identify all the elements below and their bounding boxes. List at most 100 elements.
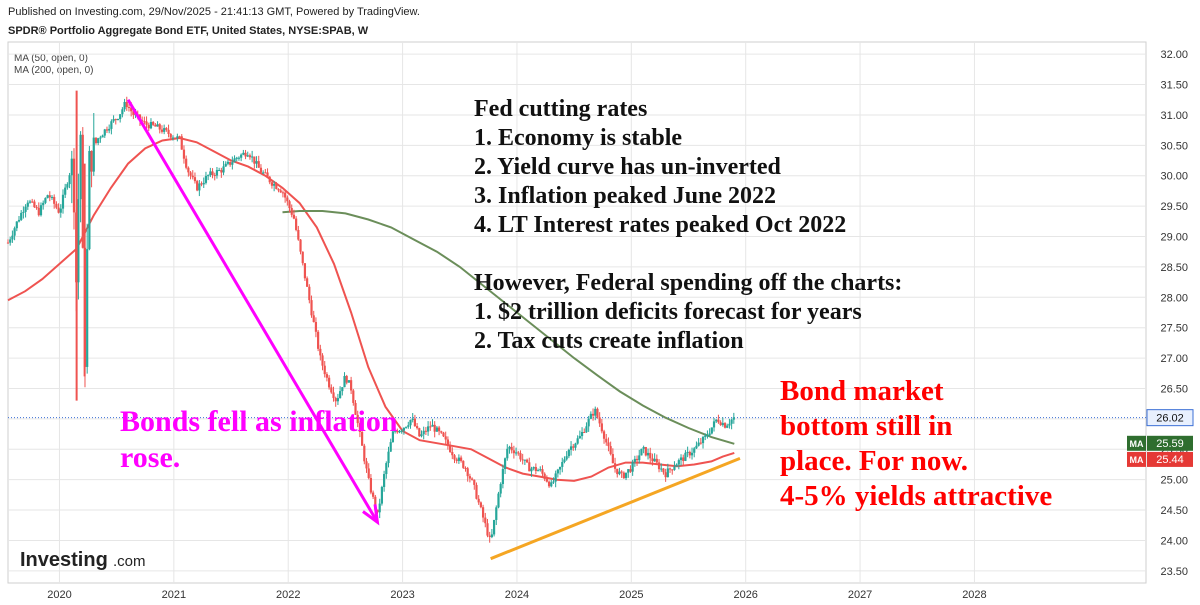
x-tick-label: 2022 bbox=[276, 589, 300, 601]
candle-body bbox=[543, 473, 546, 479]
candle-body bbox=[255, 161, 258, 164]
fed-note-line: Fed cutting rates bbox=[474, 96, 647, 122]
candle-body bbox=[402, 427, 406, 431]
candle-body bbox=[481, 507, 485, 518]
candle-body bbox=[470, 478, 474, 480]
candle-body bbox=[171, 137, 175, 139]
candle-body bbox=[486, 523, 489, 536]
candle-body bbox=[369, 478, 373, 493]
candle-body bbox=[108, 128, 111, 131]
candle-body bbox=[286, 197, 289, 202]
candle-body bbox=[209, 171, 212, 176]
candle-body bbox=[169, 134, 172, 138]
candle-body bbox=[594, 408, 597, 416]
candle-body bbox=[613, 463, 617, 469]
plot-frame bbox=[7, 41, 1147, 584]
candle-body bbox=[347, 380, 351, 383]
candle-body bbox=[376, 509, 379, 513]
candle-body bbox=[475, 484, 478, 499]
candle-body bbox=[704, 435, 707, 437]
price-tags: 26.02 MA 25.59 MA 25.44 bbox=[1127, 409, 1194, 467]
candle-body bbox=[653, 458, 656, 462]
candle-body bbox=[609, 446, 612, 455]
candle-body bbox=[46, 195, 49, 199]
candle-body bbox=[99, 137, 102, 139]
candle-body bbox=[664, 472, 667, 478]
candle-body bbox=[290, 208, 293, 215]
candle-body bbox=[561, 461, 564, 467]
candle-body bbox=[457, 457, 460, 461]
candle-body bbox=[442, 432, 445, 437]
candle-body bbox=[620, 471, 623, 473]
candle-body bbox=[123, 102, 126, 110]
candle-body bbox=[292, 214, 296, 219]
logo-suffix: .com bbox=[113, 553, 146, 570]
candle-body bbox=[185, 158, 188, 168]
candle-body bbox=[464, 467, 467, 469]
candle-body bbox=[9, 239, 12, 243]
candle-body bbox=[53, 196, 56, 204]
candle-body bbox=[572, 446, 575, 448]
candle-body bbox=[424, 430, 427, 432]
candle-body bbox=[303, 263, 307, 279]
y-tick-label: 31.00 bbox=[1160, 110, 1188, 122]
candle-body bbox=[391, 431, 395, 443]
candle-body bbox=[662, 468, 665, 473]
candle-body bbox=[541, 469, 544, 474]
candle-body bbox=[638, 455, 641, 461]
candle-body bbox=[72, 158, 76, 213]
candle-body bbox=[237, 157, 241, 159]
candle-body bbox=[363, 445, 366, 462]
y-axis: 23.5024.0024.5025.0025.5026.0026.5027.00… bbox=[1160, 49, 1188, 578]
candle-body bbox=[284, 192, 287, 198]
candle-body bbox=[558, 466, 562, 470]
candle-body bbox=[633, 458, 636, 462]
candle-body bbox=[15, 221, 18, 229]
candle-body bbox=[383, 474, 386, 487]
candles bbox=[6, 90, 735, 543]
investing-logo: Investing .com bbox=[20, 549, 146, 571]
candle-body bbox=[86, 249, 89, 367]
candle-body bbox=[42, 202, 45, 206]
candle-body bbox=[319, 348, 322, 356]
candle-body bbox=[451, 451, 454, 456]
candle-body bbox=[350, 380, 353, 391]
candle-body bbox=[48, 195, 51, 198]
candle-body bbox=[165, 128, 168, 130]
candle-body bbox=[262, 172, 265, 174]
candle-body bbox=[231, 162, 234, 165]
candle-body bbox=[490, 534, 493, 538]
candle-body bbox=[224, 163, 227, 167]
candle-body bbox=[657, 462, 661, 470]
candle-body bbox=[50, 196, 54, 198]
candle-body bbox=[308, 286, 311, 301]
candle-body bbox=[295, 218, 298, 230]
candle-body bbox=[550, 482, 553, 487]
candle-body bbox=[426, 426, 430, 432]
candle-body bbox=[589, 413, 592, 419]
candle-body bbox=[715, 419, 718, 422]
candle-body bbox=[20, 212, 23, 220]
candle-body bbox=[405, 426, 408, 428]
candle-body bbox=[409, 420, 412, 426]
candle-body bbox=[712, 421, 716, 428]
candle-body bbox=[189, 172, 192, 176]
grid bbox=[7, 41, 1147, 584]
candle-body bbox=[473, 479, 476, 485]
candle-body bbox=[732, 417, 735, 420]
candle-body bbox=[61, 194, 65, 209]
candle-body bbox=[35, 207, 38, 209]
candle-body bbox=[22, 211, 25, 213]
candle-body bbox=[708, 433, 711, 436]
fed-note-line: 2. Yield curve has un-inverted bbox=[474, 154, 782, 180]
candle-body bbox=[444, 436, 447, 440]
decline-arrow-head bbox=[362, 504, 380, 526]
y-tick-label: 30.50 bbox=[1160, 140, 1188, 152]
candle-body bbox=[591, 413, 595, 416]
bottom-note-line: Bond market bbox=[780, 375, 944, 407]
candle-body bbox=[218, 170, 221, 172]
candle-body bbox=[622, 472, 625, 479]
candle-body bbox=[605, 438, 608, 443]
candle-body bbox=[202, 182, 205, 185]
